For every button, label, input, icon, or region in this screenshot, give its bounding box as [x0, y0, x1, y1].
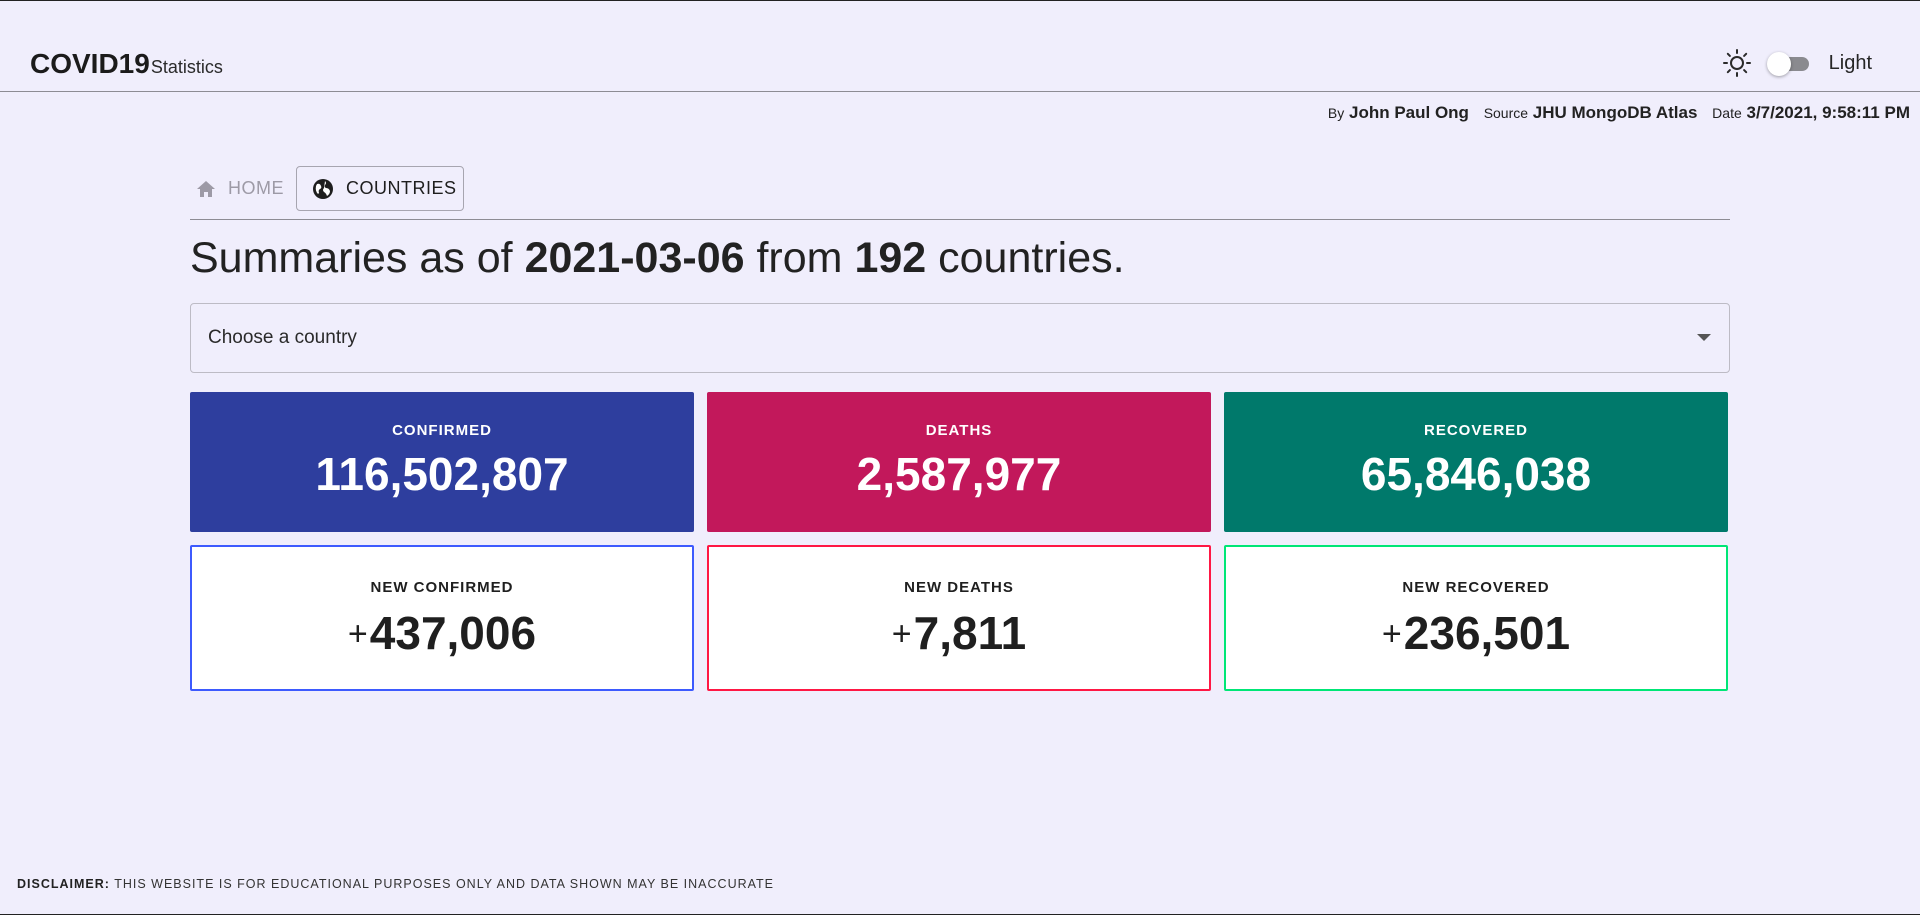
theme-toggle[interactable] — [1766, 52, 1815, 76]
recovered-label: RECOVERED — [1423, 422, 1529, 439]
new-recovered-card: NEW RECOVERED +236,501 — [1224, 545, 1728, 691]
disclaimer-label: DISCLAIMER: — [17, 877, 110, 891]
theme-controls: Light — [1722, 48, 1872, 78]
summary-middle: from — [744, 234, 855, 282]
country-select-placeholder: Choose a country — [208, 327, 357, 348]
breadcrumb-countries[interactable]: COUNTRIES — [296, 166, 464, 211]
new-deaths-sign: + — [891, 615, 912, 653]
confirmed-value: 116,502,807 — [315, 448, 569, 500]
dropdown-arrow-icon — [1697, 334, 1711, 341]
sun-icon — [1722, 48, 1752, 78]
byline-date-key: Date — [1712, 105, 1742, 121]
breadcrumb-countries-label: COUNTRIES — [346, 178, 457, 198]
breadcrumb-home-label: HOME — [228, 178, 284, 198]
summary-heading: Summaries as of 2021-03-06 from 192 coun… — [190, 233, 1730, 283]
summary-country-count: 192 — [854, 234, 927, 282]
app-header: COVID19 Statistics Ligh — [0, 1, 1920, 92]
new-deaths-label: NEW DEATHS — [904, 579, 1014, 596]
brand-title: COVID19 — [30, 48, 150, 79]
confirmed-card: CONFIRMED 116,502,807 — [190, 392, 694, 532]
new-confirmed-sign: + — [347, 615, 368, 653]
home-icon — [197, 180, 215, 197]
toggle-thumb — [1766, 52, 1791, 76]
recovered-card: RECOVERED 65,846,038 — [1224, 392, 1728, 532]
new-recovered-value: 236,501 — [1403, 607, 1571, 659]
disclaimer: DISCLAIMER: THIS WEBSITE IS FOR EDUCATIO… — [17, 877, 774, 891]
byline-source-key: Source — [1483, 105, 1529, 121]
new-recovered-value-wrap: +236,501 — [1226, 606, 1726, 660]
brand-subtitle: Statistics — [150, 57, 223, 77]
main-content: HOME COUNTRIES Summaries as of 2021-03-0… — [190, 166, 1730, 691]
new-deaths-value-wrap: +7,811 — [709, 606, 1209, 660]
stats-cards: CONFIRMED 116,502,807 DEATHS 2,587,977 R… — [190, 392, 1730, 691]
summary-prefix: Summaries as of — [190, 234, 525, 282]
byline: By John Paul Ong Source JHU MongoDB Atla… — [1328, 103, 1910, 123]
breadcrumb-home[interactable]: HOME — [196, 166, 284, 211]
new-deaths-value: 7,811 — [913, 607, 1027, 659]
byline-date: 3/7/2021, 9:58:11 PM — [1746, 103, 1910, 122]
country-select[interactable]: Choose a country — [190, 303, 1730, 373]
confirmed-label: CONFIRMED — [392, 422, 492, 439]
new-deaths-card: NEW DEATHS +7,811 — [707, 545, 1211, 691]
summary-suffix: countries. — [926, 234, 1125, 282]
brand: COVID19 Statistics — [30, 48, 223, 80]
deaths-value: 2,587,977 — [856, 448, 1062, 500]
deaths-card: DEATHS 2,587,977 — [707, 392, 1211, 532]
new-confirmed-value: 437,006 — [369, 607, 537, 659]
byline-by-key: By — [1327, 105, 1345, 121]
new-recovered-sign: + — [1381, 615, 1402, 653]
recovered-value: 65,846,038 — [1360, 448, 1592, 500]
theme-label: Light — [1828, 51, 1872, 74]
breadcrumb: HOME COUNTRIES — [190, 166, 1730, 220]
globe-icon — [313, 178, 333, 199]
byline-source: JHU MongoDB Atlas — [1532, 103, 1698, 122]
new-confirmed-label: NEW CONFIRMED — [370, 579, 514, 596]
new-confirmed-value-wrap: +437,006 — [192, 606, 692, 660]
new-recovered-label: NEW RECOVERED — [1402, 579, 1550, 596]
disclaimer-text: THIS WEBSITE IS FOR EDUCATIONAL PURPOSES… — [109, 877, 775, 891]
summary-date: 2021-03-06 — [524, 234, 745, 282]
deaths-label: DEATHS — [925, 422, 993, 439]
byline-author: John Paul Ong — [1349, 103, 1469, 122]
new-confirmed-card: NEW CONFIRMED +437,006 — [190, 545, 694, 691]
